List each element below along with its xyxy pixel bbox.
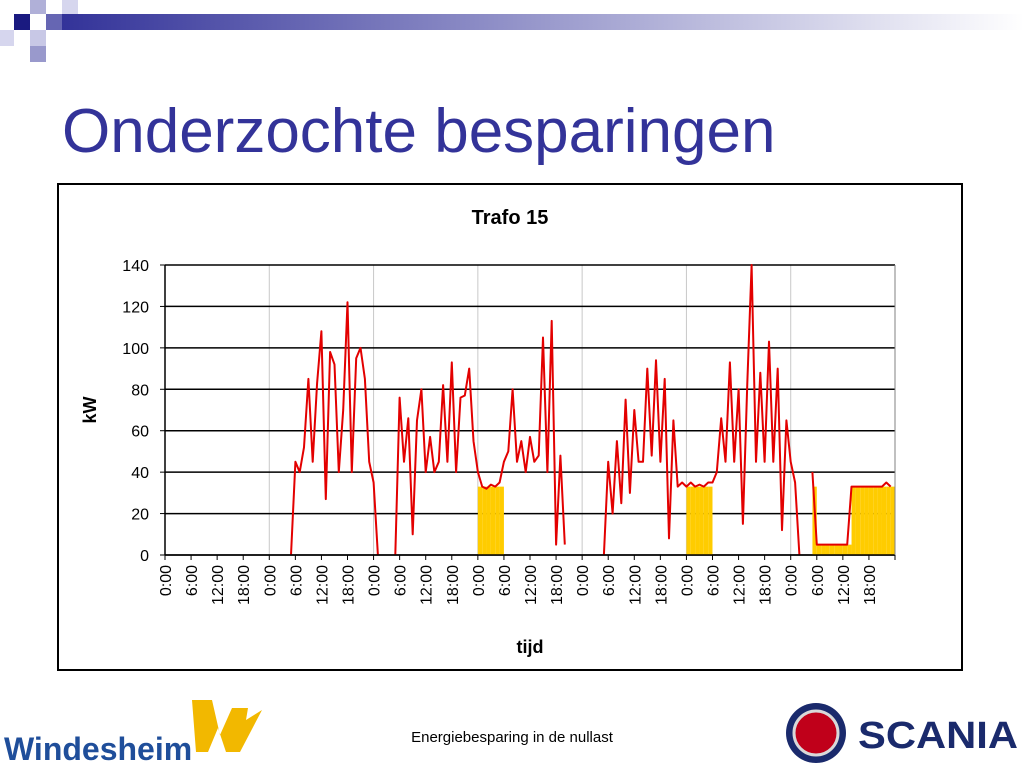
footer-text: Energiebesparing in de nullast — [411, 729, 614, 746]
x-tick-label: 18:00 — [653, 565, 670, 605]
y-tick-label: 60 — [131, 424, 149, 441]
line — [290, 264, 892, 556]
x-tick-label: 12:00 — [836, 565, 853, 605]
x-tick-label: 18:00 — [341, 565, 358, 605]
x-tick-label: 6:00 — [810, 565, 827, 596]
x-tick-label: 18:00 — [236, 565, 253, 605]
chart-title: Trafo 15 — [472, 207, 549, 229]
x-tick-label: 18:00 — [862, 565, 879, 605]
x-tick-label: 18:00 — [758, 565, 775, 605]
bar — [477, 486, 483, 555]
y-tick-label: 100 — [122, 341, 149, 358]
bar — [855, 486, 861, 555]
y-tick-label: 40 — [131, 465, 149, 482]
bar — [834, 544, 839, 555]
bar — [873, 486, 878, 555]
bar — [864, 486, 869, 555]
x-tick-label: 0:00 — [471, 565, 488, 596]
bar — [847, 544, 852, 555]
x-axis-label: tijd — [517, 637, 544, 657]
x-tick-label: 6:00 — [288, 565, 305, 596]
x-tick-label: 0:00 — [158, 565, 175, 596]
chart: Trafo 15 tijd kW 0 20 40 60 80 100 120 140 0:00 6… — [80, 207, 896, 657]
x-tick-label: 12:00 — [210, 565, 227, 605]
logo-text: SCANIA — [858, 715, 1018, 757]
x-tick-label: 6:00 — [706, 565, 723, 596]
x-tick-label: 0:00 — [575, 565, 592, 596]
y-tick-label: 20 — [131, 507, 149, 524]
x-tick-label: 6:00 — [497, 565, 514, 596]
bar — [486, 486, 491, 555]
x-tick-label: 18:00 — [445, 565, 462, 605]
x-tick-label: 6:00 — [184, 565, 201, 596]
scania-logo: SCANIA — [786, 703, 1018, 763]
corner-decoration — [0, 0, 1024, 62]
x-tick-label: 12:00 — [732, 565, 749, 605]
x-tick-label: 18:00 — [549, 565, 566, 605]
bar — [699, 486, 704, 555]
x-tick-label: 6:00 — [601, 565, 618, 596]
bar — [877, 486, 882, 555]
x-tick-label: 0:00 — [679, 565, 696, 596]
logo-text: Windesheim — [4, 731, 192, 767]
bar — [860, 486, 865, 555]
bar — [708, 486, 713, 555]
y-tick-label: 140 — [122, 258, 149, 275]
bar — [868, 486, 874, 555]
bar — [890, 486, 895, 555]
x-tick-label: 0:00 — [262, 565, 279, 596]
bar — [816, 544, 822, 555]
y-axis-label: kW — [80, 396, 100, 423]
bar — [495, 486, 500, 555]
bar — [886, 486, 891, 555]
x-tick-label: 0:00 — [367, 565, 384, 596]
bar — [690, 486, 696, 555]
bar — [695, 486, 700, 555]
bar — [821, 544, 826, 555]
bar — [829, 544, 835, 555]
bar — [881, 486, 887, 555]
x-tick-label: 0:00 — [784, 565, 801, 596]
x-tick-label: 12:00 — [627, 565, 644, 605]
bar — [703, 486, 709, 555]
bar — [482, 486, 487, 555]
y-tick-label: 0 — [140, 548, 149, 565]
x-tick-label: 12:00 — [419, 565, 436, 605]
x-tick-label: 12:00 — [314, 565, 331, 605]
bar — [851, 486, 856, 555]
bar — [842, 544, 848, 555]
bar — [838, 544, 843, 555]
bar — [499, 486, 504, 555]
y-tick-label: 80 — [131, 382, 149, 399]
x-tick-label: 12:00 — [523, 565, 540, 605]
bar — [686, 486, 691, 555]
windesheim-logo: Windesheim — [4, 700, 262, 767]
y-tick-label: 120 — [122, 299, 149, 316]
x-tick-label: 6:00 — [393, 565, 410, 596]
bar — [490, 486, 496, 555]
bar — [825, 544, 830, 555]
slide-title: Onderzochte besparingen — [62, 97, 775, 166]
